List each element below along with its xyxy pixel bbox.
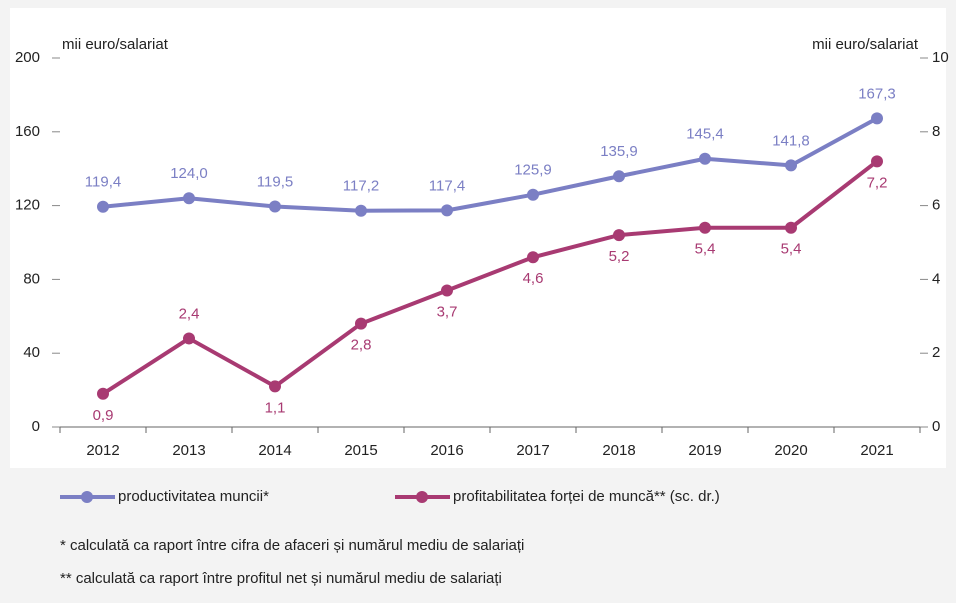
value-label: 117,2 [343, 178, 379, 195]
series-point [699, 152, 711, 165]
value-label: 5,2 [609, 248, 630, 265]
value-label: 117,4 [429, 177, 465, 194]
series-point [527, 251, 539, 264]
y2-tick-label: 8 [932, 123, 940, 140]
y-tick-label: 40 [23, 344, 40, 361]
y2-axis-label: mii euro/salariat [812, 36, 919, 53]
series-point [97, 387, 109, 400]
value-label: 167,3 [858, 85, 896, 102]
series-point [871, 155, 883, 168]
series-point [613, 229, 625, 242]
y-tick-label: 80 [23, 270, 40, 287]
legend-label: productivitatea muncii* [118, 488, 269, 505]
series-point [613, 170, 625, 183]
x-tick-label: 2017 [516, 442, 549, 459]
value-label: 125,9 [514, 162, 552, 179]
series-point [97, 200, 109, 213]
y2-tick-label: 2 [932, 344, 940, 361]
value-label: 145,4 [686, 126, 724, 143]
value-label: 4,6 [523, 270, 544, 287]
series-point [699, 221, 711, 234]
x-tick-label: 2014 [258, 442, 291, 459]
y-tick-label: 0 [32, 418, 40, 435]
value-label: 2,4 [179, 305, 200, 322]
y2-tick-label: 6 [932, 197, 940, 214]
series-point [785, 221, 797, 234]
value-label: 135,9 [600, 143, 638, 160]
value-label: 119,4 [85, 174, 121, 191]
value-label: 3,7 [437, 303, 458, 320]
x-tick-label: 2019 [688, 442, 721, 459]
x-tick-label: 2013 [172, 442, 205, 459]
y2-tick-label: 0 [932, 418, 940, 435]
series-point [183, 192, 195, 205]
x-tick-label: 2018 [602, 442, 635, 459]
series-point [441, 284, 453, 297]
value-label: 0,9 [93, 407, 114, 424]
value-label: 119,5 [257, 173, 293, 190]
series-line [102, 116, 878, 213]
series-point [355, 204, 367, 217]
x-tick-label: 2012 [86, 442, 119, 459]
footnote: ** calculată ca raport între profitul ne… [60, 570, 502, 587]
y2-tick-label: 10 [932, 49, 949, 66]
legend-label: profitabilitatea forței de muncă** (sc. … [453, 488, 720, 505]
value-label: 141,8 [772, 132, 810, 149]
y-tick-label: 200 [15, 49, 40, 66]
legend-marker [416, 491, 428, 503]
series-point [871, 112, 883, 125]
value-label: 2,8 [351, 337, 372, 354]
series-point [355, 317, 367, 330]
y2-tick-label: 4 [932, 270, 940, 287]
x-tick-label: 2021 [860, 442, 893, 459]
y-tick-label: 120 [15, 197, 40, 214]
series-point [269, 200, 281, 213]
series-point [441, 204, 453, 217]
x-tick-label: 2015 [344, 442, 377, 459]
series-point [269, 380, 281, 393]
series-point [785, 159, 797, 172]
y-tick-label: 160 [15, 123, 40, 140]
series-line [101, 159, 879, 396]
plot-panel [10, 8, 946, 468]
footnote: * calculată ca raport între cifra de afa… [60, 537, 524, 554]
value-label: 5,4 [781, 241, 802, 258]
x-tick-label: 2020 [774, 442, 807, 459]
value-label: 124,0 [170, 165, 208, 182]
value-label: 5,4 [695, 241, 716, 258]
legend-marker [81, 491, 93, 503]
x-tick-label: 2016 [430, 442, 463, 459]
series-point [183, 332, 195, 345]
value-label: 7,2 [867, 174, 888, 191]
y-axis-label: mii euro/salariat [62, 36, 169, 53]
value-label: 1,1 [265, 399, 286, 416]
series-point [527, 188, 539, 201]
